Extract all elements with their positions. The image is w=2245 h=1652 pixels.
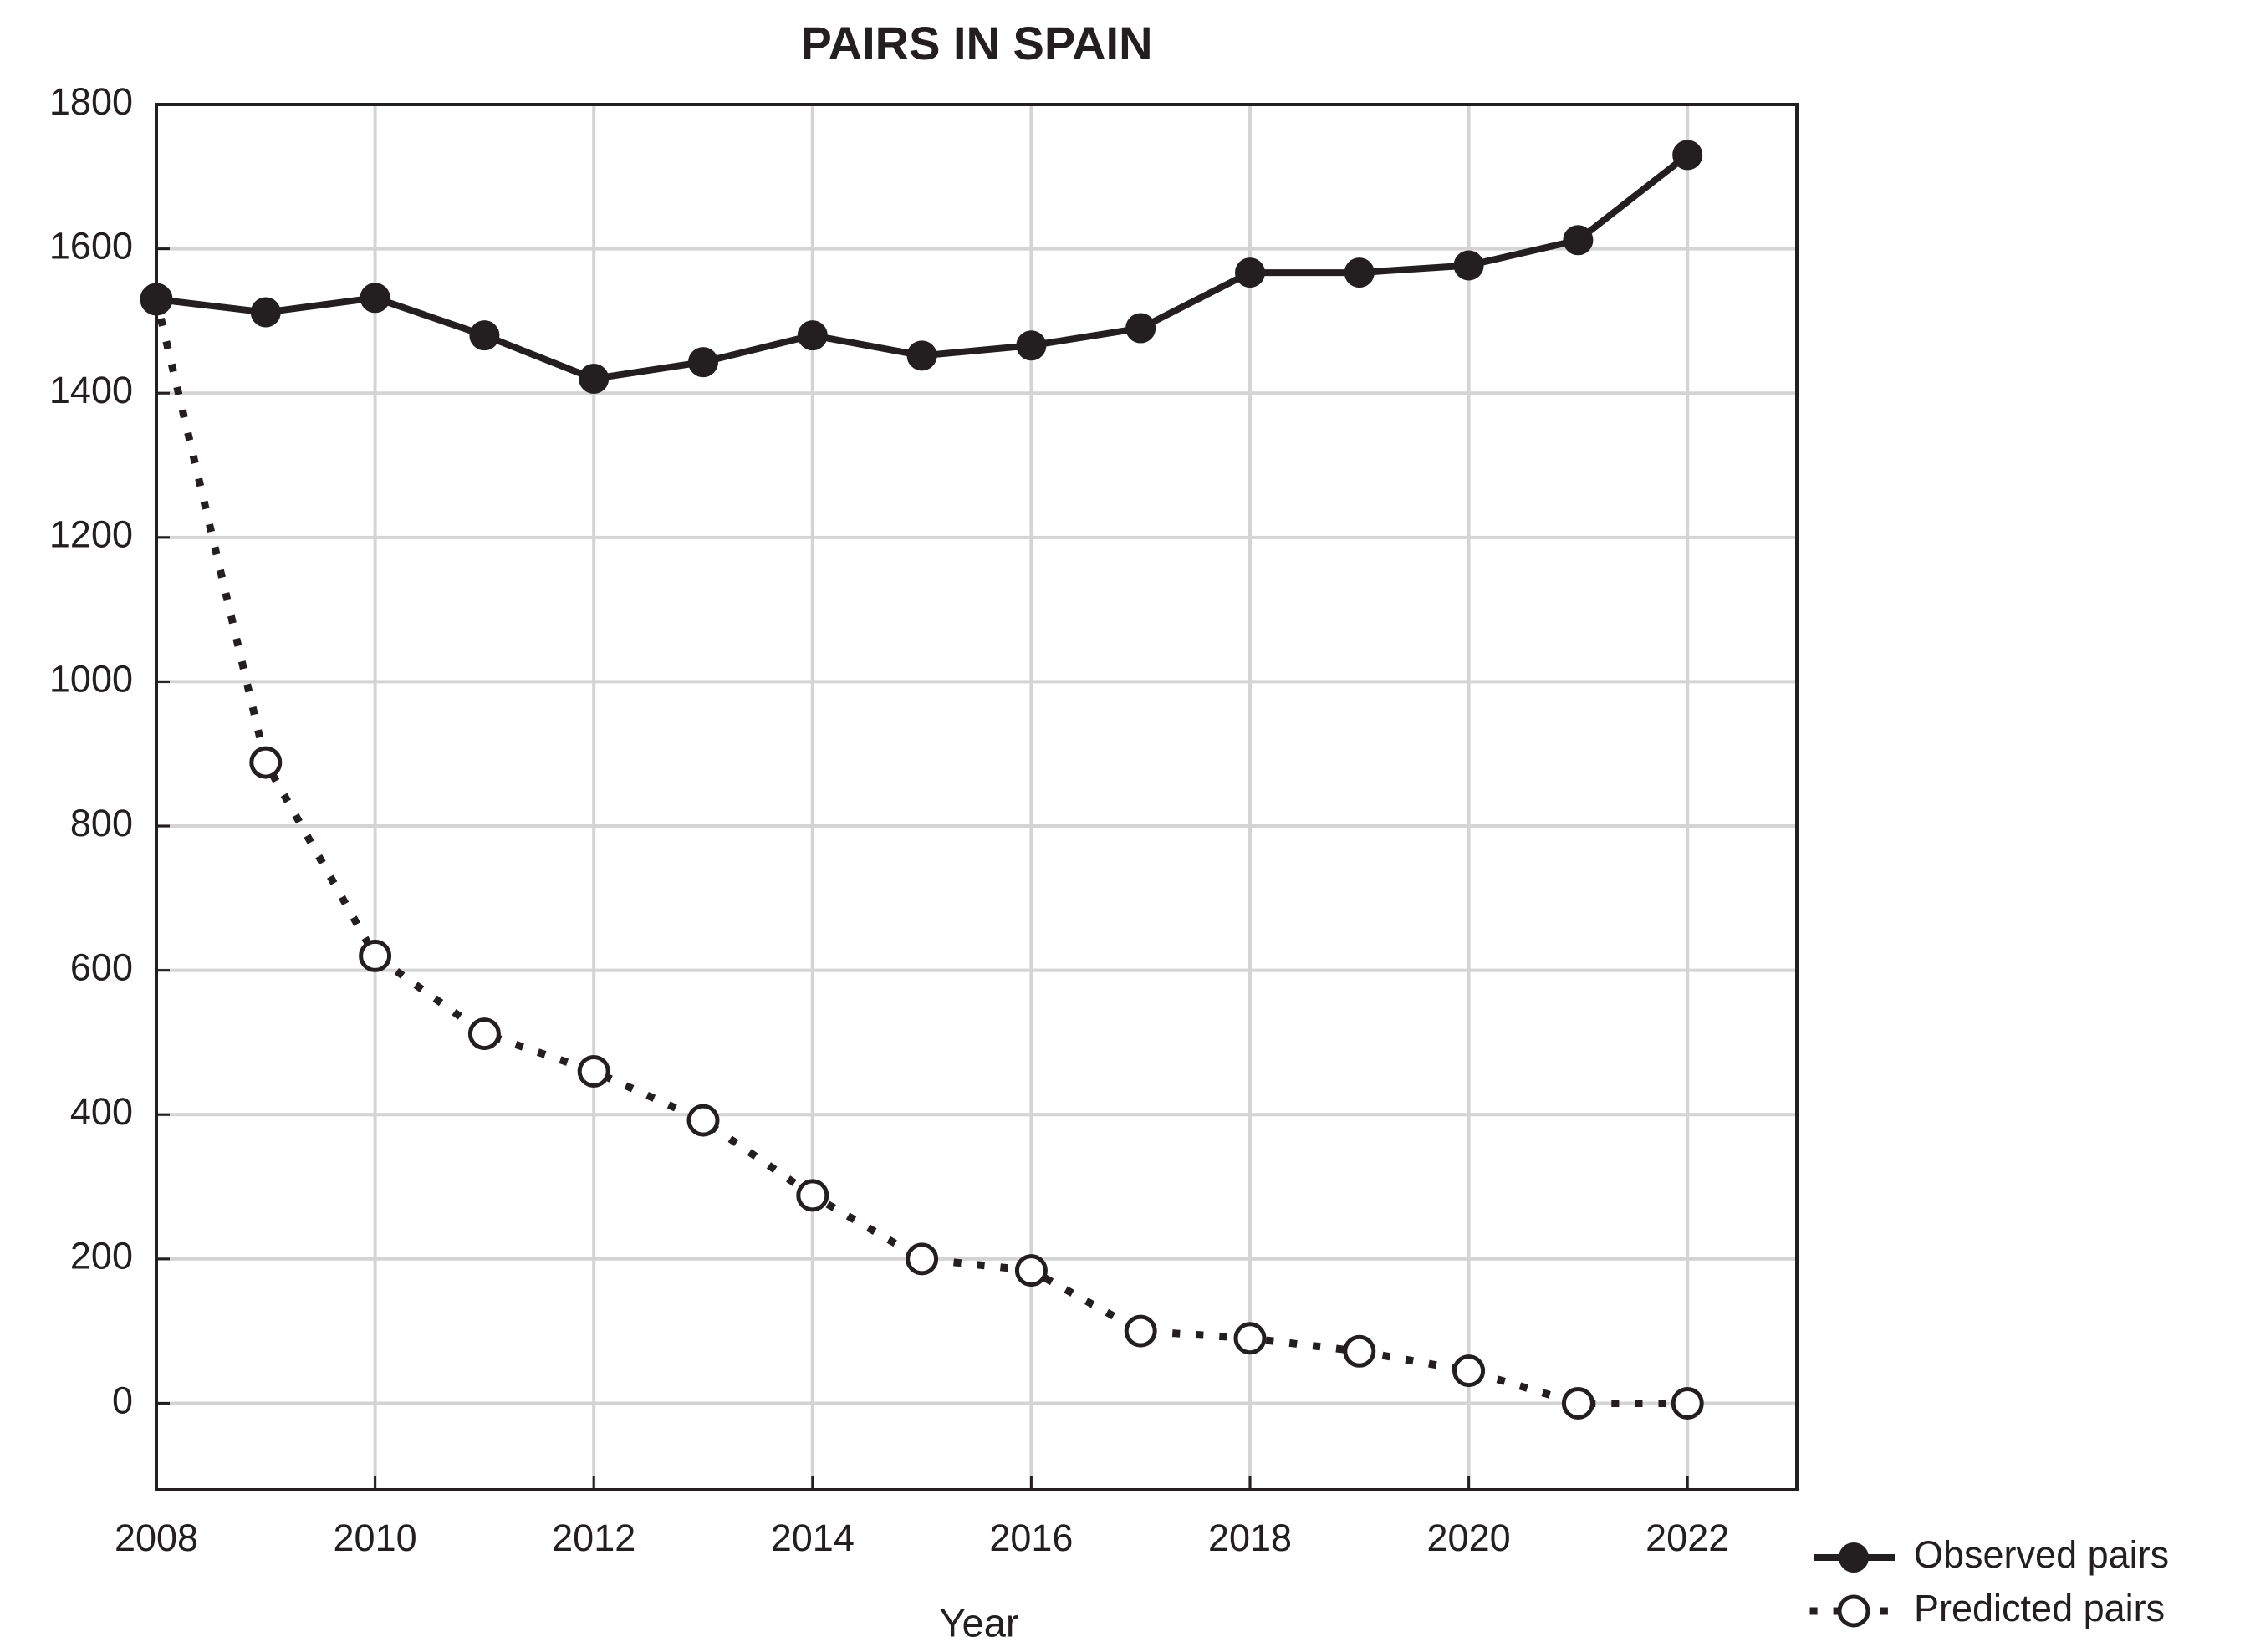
marker [469, 320, 500, 351]
legend-marker [1837, 1594, 1870, 1628]
y-tick-label: 0 [112, 1379, 133, 1421]
marker [467, 1017, 501, 1051]
y-tick-label: 1000 [49, 657, 133, 700]
x-tick-label: 2014 [771, 1517, 855, 1559]
marker [1233, 1322, 1267, 1355]
marker [1016, 330, 1047, 361]
x-tick-label: 2020 [1427, 1517, 1511, 1559]
marker [360, 283, 390, 314]
marker [688, 347, 718, 378]
marker [1671, 1386, 1704, 1420]
marker [577, 1054, 610, 1088]
marker [1561, 1386, 1594, 1420]
marker [141, 284, 171, 315]
marker [579, 363, 610, 394]
chart-title: PAIRS IN SPAIN [800, 17, 1152, 69]
marker [1235, 257, 1265, 288]
marker [1563, 225, 1594, 256]
marker [906, 1242, 939, 1276]
x-tick-label: 2008 [115, 1517, 198, 1559]
marker [906, 340, 937, 371]
marker [1124, 1314, 1157, 1348]
y-tick-label: 800 [70, 802, 133, 844]
y-tick-label: 1400 [49, 369, 133, 411]
legend-label: Observed pairs [1914, 1533, 2169, 1576]
y-tick-label: 1600 [49, 224, 133, 267]
marker [249, 746, 283, 779]
marker [1452, 1354, 1486, 1388]
x-axis-label: Year [940, 1600, 1019, 1644]
marker [1343, 1334, 1376, 1368]
marker [1125, 313, 1156, 344]
y-tick-label: 1200 [49, 513, 133, 556]
x-tick-label: 2010 [334, 1517, 417, 1559]
plot-frame [155, 103, 1799, 1491]
marker [1453, 250, 1484, 281]
marker [359, 939, 392, 972]
x-tick-label: 2016 [989, 1517, 1073, 1559]
legend-marker [1839, 1542, 1869, 1573]
y-tick-label: 200 [70, 1235, 133, 1277]
marker [686, 1104, 720, 1137]
y-tick-label: 600 [70, 946, 133, 989]
series-line [151, 294, 1691, 1407]
marker [797, 320, 828, 351]
legend-label: Predicted pairs [1914, 1587, 2165, 1629]
marker [1672, 140, 1703, 171]
marker [1014, 1254, 1048, 1287]
x-tick-label: 2022 [1645, 1517, 1729, 1559]
marker [796, 1179, 829, 1212]
x-tick-label: 2018 [1208, 1517, 1292, 1559]
y-tick-label: 400 [70, 1090, 133, 1133]
x-tick-label: 2012 [552, 1517, 635, 1559]
y-tick-label: 1800 [49, 80, 133, 123]
marker [1344, 257, 1375, 288]
marker [250, 297, 281, 328]
